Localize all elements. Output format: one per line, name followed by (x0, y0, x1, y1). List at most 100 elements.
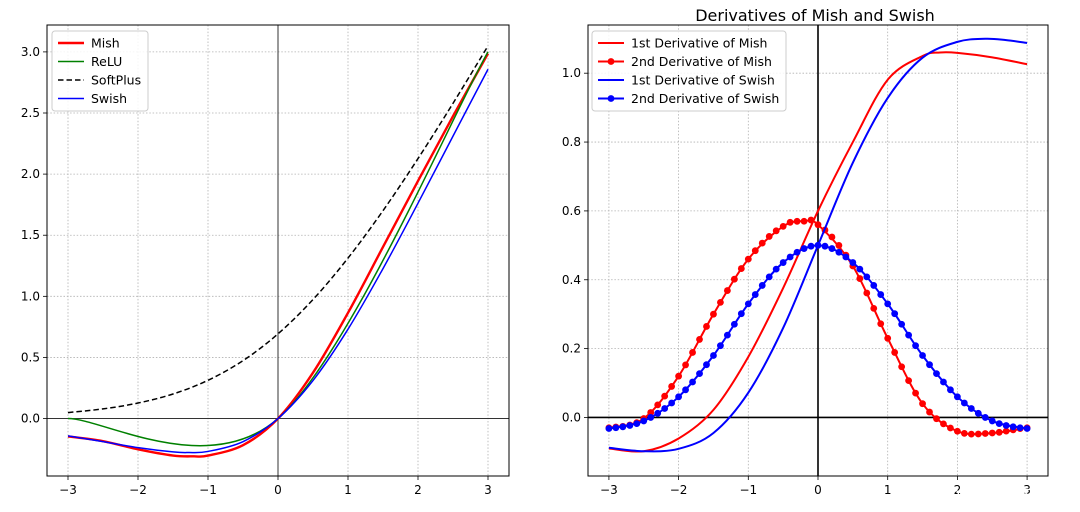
series-marker-2nd-derivative-of-swish (960, 399, 968, 407)
y-tick-label: 0.8 (562, 135, 581, 149)
legend-box (591, 30, 787, 112)
series-marker-2nd-derivative-of-mish (703, 323, 710, 330)
series-marker-2nd-derivative-of-swish (647, 414, 655, 421)
series-marker-2nd-derivative-of-mish (675, 372, 683, 380)
series-marker-2nd-derivative-of-mish (793, 217, 801, 225)
series-marker-2nd-derivative-of-swish (940, 378, 947, 386)
watermark: CSDN @芝士不知世_ (931, 487, 1067, 504)
y-tick-label: 1.5 (21, 228, 40, 242)
right-legend: 1st Derivative of Mish 2nd Derivative of … (591, 30, 787, 112)
x-tick-label: 0 (814, 483, 822, 497)
series-marker-2nd-derivative-of-swish (640, 417, 648, 425)
series-marker-2nd-derivative-of-swish (919, 352, 926, 359)
series-marker-2nd-derivative-of-swish (689, 378, 696, 386)
series-marker-2nd-derivative-of-mish (723, 287, 731, 294)
series-marker-2nd-derivative-of-mish (1002, 427, 1010, 435)
series-marker-2nd-derivative-of-mish (744, 255, 752, 263)
x-tick-label: −1 (199, 483, 217, 497)
series-marker-2nd-derivative-of-mish (974, 430, 982, 438)
series-marker-2nd-derivative-of-swish (703, 361, 710, 369)
series-marker-2nd-derivative-of-mish (863, 289, 871, 297)
series-marker-2nd-derivative-of-mish (661, 392, 669, 400)
series-marker-2nd-derivative-of-swish (877, 291, 885, 298)
series-marker-2nd-derivative-of-mish (765, 233, 773, 240)
series-marker-2nd-derivative-of-mish (807, 216, 815, 224)
series-marker-2nd-derivative-of-swish (821, 242, 829, 250)
legend-marker-2nd-derivative-of-swish (607, 95, 615, 102)
x-tick-label: 0 (274, 483, 282, 497)
series-marker-2nd-derivative-of-mish (856, 275, 864, 282)
legend-box (51, 30, 149, 112)
y-tick-label: 0.2 (562, 342, 581, 356)
right-ticks: −3 −2 −1 0 1 2 3 0.0 0.2 0.4 0.6 0.8 1.0 (562, 66, 1031, 497)
series-marker-2nd-derivative-of-mish (967, 430, 975, 438)
series-marker-2nd-derivative-of-swish (765, 273, 773, 281)
series-marker-2nd-derivative-of-mish (995, 428, 1003, 436)
series-marker-2nd-derivative-of-swish (793, 248, 801, 256)
series-marker-2nd-derivative-of-swish (905, 331, 913, 339)
series-marker-2nd-derivative-of-swish (751, 291, 759, 298)
series-marker-2nd-derivative-of-swish (926, 361, 933, 369)
y-tick-label: 1.0 (21, 289, 40, 303)
x-tick-label: −2 (670, 483, 688, 497)
series-marker-2nd-derivative-of-mish (689, 349, 696, 356)
series-line-1st-derivative-of-mish (608, 51, 1028, 453)
x-tick-label: 2 (954, 483, 962, 497)
series-marker-2nd-derivative-of-mish (710, 310, 717, 318)
legend-label-relu: ReLU (91, 54, 122, 69)
left-chart: −3 −2 −1 0 1 2 3 0.0 0.5 1.0 1.5 2.0 2.5 3.0 Mish ReLU… (21, 24, 510, 497)
x-tick-label: −2 (129, 483, 147, 497)
series-marker-2nd-derivative-of-mish (912, 389, 919, 397)
series-marker-2nd-derivative-of-swish (981, 414, 989, 421)
legend-label-1st-derivative-of-swish: 1st Derivative of Swish (631, 73, 775, 88)
series-marker-2nd-derivative-of-swish (891, 310, 899, 318)
left-ticks: −3 −2 −1 0 1 2 3 0.0 0.5 1.0 1.5 2.0 2.5 3.0 (21, 45, 492, 497)
y-tick-label: 0.6 (562, 204, 581, 218)
series-marker-2nd-derivative-of-swish (772, 265, 780, 273)
series-marker-2nd-derivative-of-swish (786, 253, 794, 261)
series-marker-2nd-derivative-of-mish (828, 233, 836, 241)
y-tick-label: 0.0 (21, 412, 40, 426)
series-marker-2nd-derivative-of-swish (849, 259, 857, 266)
series-line-1st-derivative-of-swish (608, 37, 1028, 453)
legend-label-swish: Swish (91, 91, 127, 106)
legend-label-2nd-derivative-of-mish: 2nd Derivative of Mish (631, 54, 772, 69)
right-chart-title: Derivatives of Mish and Swish (695, 6, 935, 25)
series-marker-2nd-derivative-of-mish (814, 221, 822, 229)
series-line-swish (67, 68, 489, 454)
x-tick-label: −1 (739, 483, 757, 497)
x-tick-label: 3 (1023, 483, 1031, 497)
series-marker-2nd-derivative-of-mish (779, 223, 787, 230)
x-tick-label: 1 (884, 483, 892, 497)
series-marker-2nd-derivative-of-swish (633, 420, 641, 428)
series-marker-2nd-derivative-of-swish (626, 422, 634, 429)
series-marker-2nd-derivative-of-swish (668, 399, 676, 407)
x-tick-label: −3 (600, 483, 618, 497)
right-series (605, 37, 1031, 453)
left-legend: Mish ReLU SoftPlus Swish (51, 30, 149, 112)
series-marker-2nd-derivative-of-mish (682, 361, 689, 369)
series-marker-2nd-derivative-of-swish (1016, 424, 1024, 432)
series-marker-2nd-derivative-of-swish (654, 409, 662, 417)
series-marker-2nd-derivative-of-swish (744, 300, 752, 308)
series-marker-2nd-derivative-of-mish (730, 275, 738, 283)
series-marker-2nd-derivative-of-mish (933, 415, 940, 423)
x-tick-label: 2 (414, 483, 422, 497)
right-reference-lines (588, 25, 1048, 476)
series-marker-2nd-derivative-of-swish (612, 424, 620, 432)
series-marker-2nd-derivative-of-swish (682, 386, 689, 394)
series-marker-2nd-derivative-of-mish (772, 227, 780, 235)
series-marker-2nd-derivative-of-mish (751, 247, 759, 255)
series-marker-2nd-derivative-of-mish (947, 424, 954, 432)
series-marker-2nd-derivative-of-swish (828, 245, 836, 252)
series-marker-2nd-derivative-of-swish (947, 386, 954, 394)
series-marker-2nd-derivative-of-swish (835, 248, 843, 256)
right-chart: Derivatives of Mish and Swish −3 −2 −1 0 1 2 3… (562, 6, 1049, 497)
series-marker-2nd-derivative-of-mish (786, 218, 794, 226)
series-marker-2nd-derivative-of-swish (1002, 422, 1010, 429)
series-marker-2nd-derivative-of-swish (800, 245, 808, 252)
series-marker-2nd-derivative-of-mish (898, 363, 906, 371)
series-marker-2nd-derivative-of-mish (758, 239, 766, 247)
series-marker-2nd-derivative-of-mish (988, 429, 996, 437)
series-marker-2nd-derivative-of-mish (654, 401, 662, 409)
